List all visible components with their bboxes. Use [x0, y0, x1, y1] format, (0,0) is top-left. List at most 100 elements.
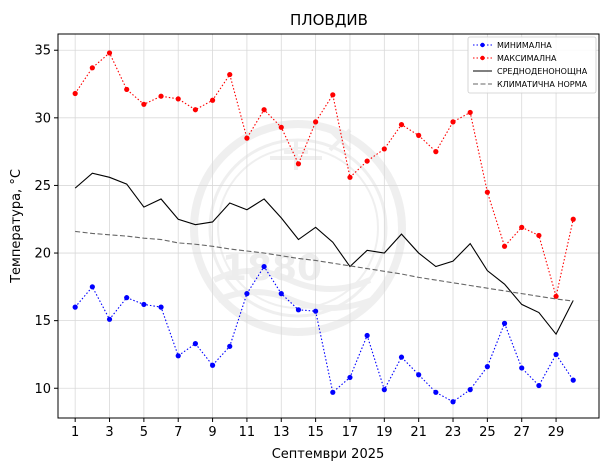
data-point — [450, 399, 456, 405]
data-point — [364, 332, 370, 339]
data-point — [158, 304, 164, 310]
data-point — [295, 161, 302, 167]
legend-label: МАКСИМАЛНА — [497, 54, 557, 63]
data-point — [141, 301, 147, 308]
data-point — [175, 353, 181, 359]
data-point — [124, 86, 130, 93]
x-tick-label: 5 — [140, 425, 148, 440]
data-point — [209, 97, 216, 103]
data-point — [192, 107, 198, 113]
series-line-2 — [74, 172, 574, 336]
data-point — [261, 107, 267, 113]
data-point — [124, 295, 130, 301]
plot-frame — [57, 33, 600, 419]
legend-marker — [480, 42, 485, 48]
legend-label: СРЕДНОДЕНОНОЩНА — [497, 67, 588, 76]
data-point — [244, 135, 250, 141]
legend-marker — [480, 55, 485, 61]
series-line-0 — [74, 265, 574, 403]
data-point — [553, 351, 559, 358]
data-point — [192, 341, 198, 347]
chart-title: ПЛОВДИВ — [290, 11, 368, 29]
data-point — [175, 96, 181, 102]
data-point — [158, 93, 164, 99]
data-point — [227, 343, 233, 349]
data-point — [261, 263, 267, 270]
data-point — [295, 307, 302, 313]
data-point — [398, 354, 405, 360]
data-point — [484, 364, 490, 370]
data-point — [519, 224, 525, 230]
data-point — [141, 101, 147, 107]
x-tick-label: 19 — [376, 425, 393, 440]
y-tick-label: 10 — [34, 382, 51, 397]
x-tick-label: 7 — [174, 425, 182, 440]
x-tick-label: 9 — [208, 425, 216, 440]
data-point — [330, 92, 336, 98]
data-point — [347, 374, 353, 381]
data-point — [89, 65, 95, 71]
data-point — [536, 232, 542, 239]
y-tick-label: 35 — [34, 44, 51, 59]
x-tick-label: 1 — [71, 425, 79, 440]
data-point — [313, 119, 319, 125]
data-point — [72, 90, 78, 97]
data-point — [244, 291, 250, 297]
data-point — [570, 377, 576, 383]
data-point — [209, 362, 216, 368]
x-tick-label: 25 — [479, 425, 496, 440]
data-point — [364, 158, 370, 164]
data-point — [519, 365, 525, 371]
data-point — [433, 149, 439, 155]
data-point — [89, 284, 95, 290]
y-tick-label: 25 — [34, 179, 51, 194]
x-tick-label: 11 — [239, 425, 256, 440]
data-point — [72, 304, 78, 310]
y-axis-label: Температура, °C — [9, 169, 24, 284]
x-axis-label: Септември 2025 — [272, 447, 385, 462]
data-point — [330, 389, 336, 395]
series-line-3 — [75, 230, 574, 302]
data-point — [570, 216, 576, 222]
data-point — [501, 320, 508, 326]
data-point — [381, 146, 387, 152]
data-point — [106, 50, 113, 56]
series-layer — [72, 50, 576, 405]
data-point — [433, 389, 439, 395]
y-tick-label: 30 — [34, 111, 51, 126]
data-point — [467, 109, 473, 116]
x-tick-label: 23 — [445, 425, 462, 440]
y-tick-label: 20 — [34, 247, 51, 262]
data-point — [450, 119, 456, 125]
data-point — [501, 243, 508, 249]
data-point — [416, 132, 422, 139]
data-point — [536, 382, 542, 389]
data-point — [278, 291, 284, 297]
legend-box — [467, 36, 597, 94]
x-tick-label: 29 — [548, 425, 565, 440]
legend: МИНИМАЛНА МАКСИМАЛНА СРЕДНОДЕНОНОЩНА КЛИМАТ… — [467, 36, 597, 94]
data-point — [467, 387, 473, 393]
x-tick-label: 27 — [513, 425, 530, 440]
data-point — [484, 189, 490, 195]
data-point — [416, 372, 422, 378]
data-point — [278, 124, 284, 130]
data-point — [381, 387, 387, 393]
data-point — [313, 308, 319, 314]
x-tick-label: 3 — [105, 425, 113, 440]
x-tick-label: 13 — [273, 425, 290, 440]
y-tick-label: 15 — [34, 314, 51, 329]
data-point — [227, 71, 233, 78]
data-point — [398, 121, 405, 128]
legend-label: КЛИМАТИЧНА НОРМА — [497, 80, 587, 89]
institute-watermark-emblem: 1880 — [190, 120, 406, 336]
x-tick-label: 17 — [342, 425, 359, 440]
x-tick-label: 15 — [307, 425, 324, 440]
x-tick-label: 21 — [410, 425, 427, 440]
data-point — [553, 293, 559, 299]
legend-label: МИНИМАЛНА — [497, 41, 552, 50]
data-point — [347, 174, 353, 180]
series-line-1 — [74, 52, 574, 297]
